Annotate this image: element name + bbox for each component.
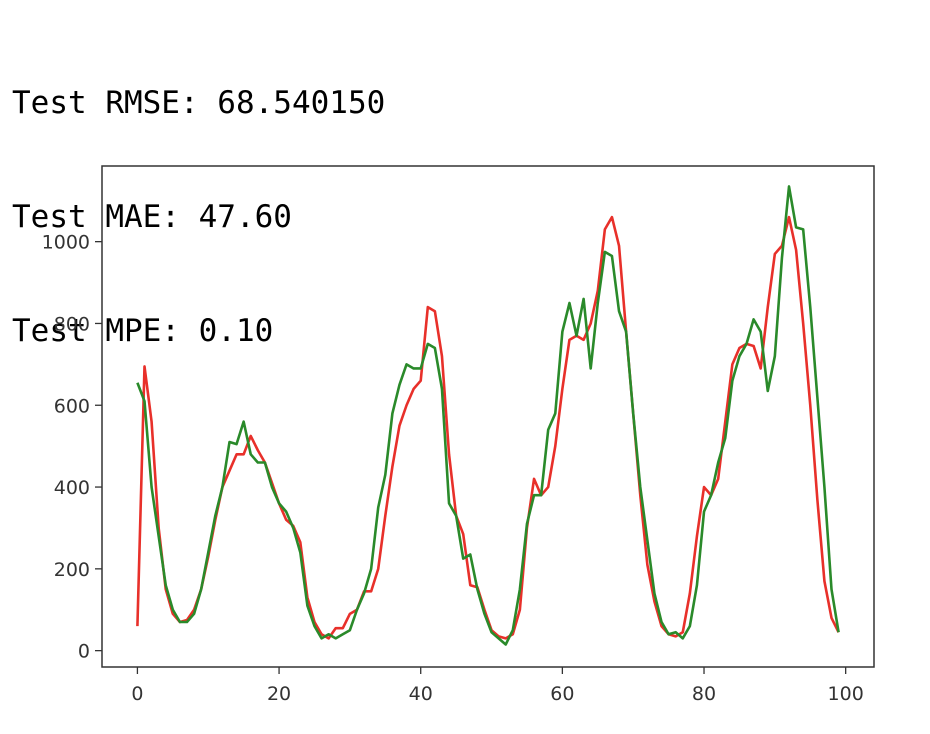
- y-tick-label: 600: [54, 395, 90, 417]
- output-text: Test RMSE: 68.540150 Test MAE: 47.60 Tes…: [12, 8, 385, 388]
- y-tick-label: 200: [54, 559, 90, 581]
- y-tick-label: 1000: [42, 232, 90, 254]
- x-tick-label: 0: [131, 683, 143, 705]
- x-axis-ticks: 0 20 40 60 80 100: [131, 667, 864, 705]
- rmse-line: Test RMSE: 68.540150: [12, 85, 386, 121]
- x-tick-label: 80: [692, 683, 716, 705]
- mpe-line: Test MPE: 0.10: [12, 313, 274, 349]
- series-line-1: [136, 185, 840, 646]
- y-tick-label: 400: [54, 477, 90, 499]
- x-tick-label: 100: [828, 683, 864, 705]
- x-tick-label: 60: [550, 683, 574, 705]
- plot-lines: [136, 185, 840, 646]
- x-tick-label: 20: [267, 683, 291, 705]
- y-axis-ticks: 0 200 400 600 800 1000: [42, 232, 102, 663]
- mae-line: Test MAE: 47.60: [12, 199, 292, 235]
- y-tick-label: 800: [54, 313, 90, 335]
- x-tick-label: 40: [409, 683, 433, 705]
- y-tick-label: 0: [78, 641, 90, 663]
- plot-frame: [101, 165, 875, 668]
